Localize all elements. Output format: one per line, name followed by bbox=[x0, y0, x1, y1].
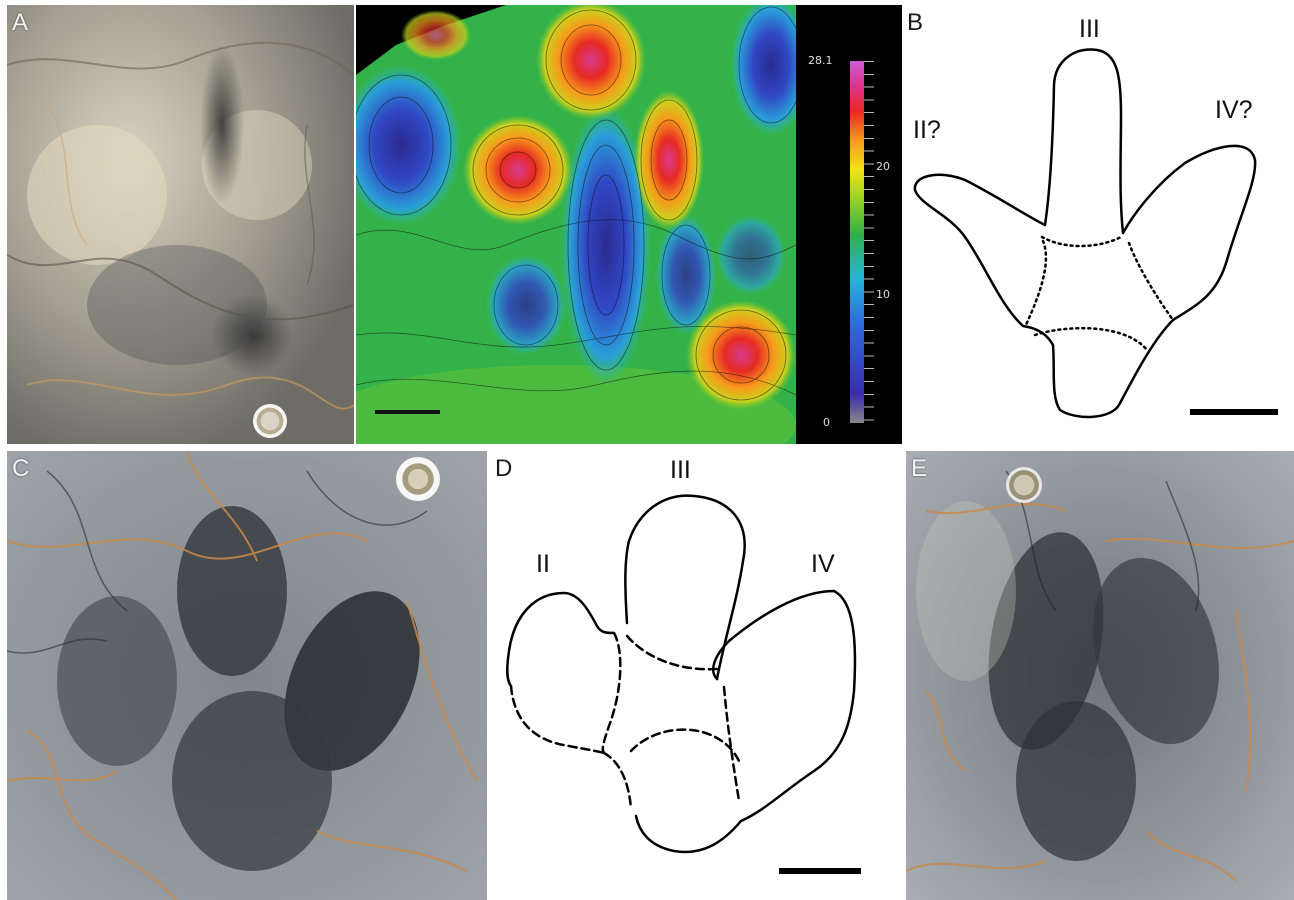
panel-b-outline bbox=[913, 48, 1278, 419]
panel-b-scale-bar bbox=[1190, 409, 1278, 415]
topo-map-image bbox=[356, 5, 902, 444]
colorbar bbox=[850, 61, 864, 423]
panel-d-toe-right: IV bbox=[811, 550, 835, 578]
colorbar-tickmarks bbox=[864, 61, 874, 423]
panel-e-photo-image bbox=[906, 451, 1294, 900]
colorbar-tick-20: 20 bbox=[876, 160, 890, 173]
panel-d-toe-middle: III bbox=[670, 456, 691, 484]
panel-e-photo: E bbox=[906, 451, 1294, 900]
panel-e-label: E bbox=[911, 455, 928, 482]
coin-scale-icon bbox=[253, 404, 287, 438]
panel-d-drawing: D III II IV bbox=[489, 451, 903, 900]
panel-c-photo-image bbox=[7, 451, 487, 900]
panel-b-drawing: B III II? IV? bbox=[905, 5, 1294, 444]
panel-b-label: B bbox=[907, 9, 924, 36]
panel-a-label: A bbox=[12, 9, 29, 36]
coin-scale-icon bbox=[396, 457, 440, 501]
colorbar-tick-max: 28.1 bbox=[808, 54, 833, 67]
panel-b-toe-right: IV? bbox=[1215, 96, 1253, 124]
colorbar-tick-10: 10 bbox=[876, 288, 890, 301]
panel-d-scale-bar bbox=[779, 868, 861, 874]
panel-a-topo-map: 28.1 20 10 0 bbox=[356, 5, 902, 444]
panel-c-photo: C bbox=[7, 451, 487, 900]
panel-a-photo: A bbox=[7, 5, 354, 444]
panel-a-photo-image bbox=[7, 5, 354, 444]
panel-b-toe-middle: III bbox=[1079, 15, 1100, 43]
colorbar-tick-0: 0 bbox=[823, 416, 830, 429]
panel-b-toe-left: II? bbox=[913, 116, 941, 144]
panel-d-toe-left: II bbox=[536, 550, 550, 578]
panel-d-label: D bbox=[495, 455, 513, 482]
panel-c-label: C bbox=[12, 455, 30, 482]
topo-scale-bar bbox=[375, 410, 440, 414]
panel-d-outline bbox=[506, 494, 861, 874]
coin-scale-icon bbox=[1006, 467, 1042, 503]
